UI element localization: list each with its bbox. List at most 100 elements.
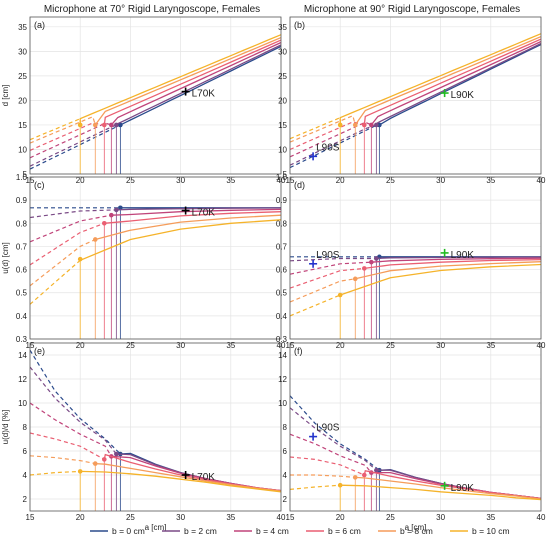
panel-label: (e) [34, 346, 45, 356]
series-line-dashed [290, 474, 356, 478]
series-line [111, 208, 281, 216]
series-line [95, 214, 281, 241]
y-tick-label: 20 [18, 96, 27, 105]
series-line [376, 256, 541, 260]
series-marker [92, 461, 98, 466]
y-tick-label: 14 [18, 351, 27, 360]
panel-f: 15 20 25 30 35 40 2 4 6 8 10 12 14 (f) a [cm] L90K L90S [278, 342, 546, 532]
series-marker [361, 122, 367, 128]
legend-label: b = 10 cm [472, 526, 510, 536]
y-tick-label: 25 [18, 72, 27, 81]
x-axis-label: a [cm] [405, 523, 427, 532]
series-marker [369, 122, 374, 128]
series-marker [77, 469, 83, 474]
series-line-dashed [290, 123, 380, 169]
series-line [355, 261, 541, 280]
x-tick-label: 20 [336, 513, 345, 522]
y-tick-label: 4 [283, 471, 288, 480]
annotation-label: L90S [316, 423, 340, 434]
series-line-dashed [290, 407, 377, 471]
series-line [340, 484, 541, 501]
y-tick-label: 25 [278, 72, 287, 81]
series-line [80, 470, 281, 493]
y-tick-label: 0.5 [16, 289, 28, 298]
y-tick-label: 15 [18, 121, 27, 130]
y-tick-label: 0.4 [16, 312, 28, 321]
series-marker [352, 276, 358, 282]
y-tick-label: 10 [18, 399, 27, 408]
series-marker [101, 220, 107, 226]
x-tick-label: 40 [277, 513, 286, 522]
x-tick-label: 40 [537, 513, 546, 522]
series-line-dashed [290, 278, 356, 303]
series-line-dashed [290, 124, 377, 166]
panel-frame [29, 176, 282, 340]
y-tick-label: 0.8 [276, 219, 288, 228]
x-axis-label: a [cm] [145, 523, 167, 532]
series-marker [109, 122, 114, 128]
series-line-dashed [30, 432, 105, 460]
y-tick-label: 6 [283, 447, 288, 456]
series-marker [374, 467, 379, 473]
series-marker [352, 475, 358, 480]
legend-label: b = 6 cm [328, 526, 361, 536]
x-tick-label: 20 [76, 513, 85, 522]
series-marker [374, 122, 379, 128]
series-marker [92, 237, 98, 242]
x-tick-label: 35 [226, 513, 235, 522]
series-line-dashed [290, 484, 341, 490]
series-marker [374, 256, 379, 261]
annotation-label: L90K [451, 483, 475, 494]
series-line [379, 43, 541, 126]
annotation-label: L70K [192, 208, 216, 219]
series-marker [369, 259, 374, 265]
x-tick-label: 25 [126, 513, 135, 522]
y-tick-label: 0.7 [16, 242, 28, 251]
series-line-dashed [290, 257, 377, 262]
legend: b = 0 cm b = 2 cm b = 4 cm b = 6 cm b = 8 cm… [90, 526, 510, 536]
series-marker [361, 472, 367, 478]
panel-label: (c) [34, 180, 45, 190]
series-marker [92, 122, 98, 128]
series-line [339, 263, 541, 296]
series-line-dashed [30, 122, 105, 151]
series-line [339, 33, 541, 125]
annotation-label: L90K [451, 250, 475, 261]
series-marker [352, 122, 358, 128]
series-line-dashed [30, 349, 121, 455]
series-line-dashed [30, 124, 117, 167]
series-line [110, 41, 281, 126]
series-line-dashed [30, 470, 81, 476]
y-tick-label: 0.9 [16, 196, 28, 205]
series-marker [114, 207, 119, 213]
series-line-dashed [290, 114, 356, 143]
series-marker [101, 457, 107, 462]
y-tick-label: 0.5 [276, 289, 288, 298]
annotation-label: L90K [451, 90, 475, 101]
y-tick-label: 0.6 [276, 266, 288, 275]
y-tick-label: 10 [278, 145, 287, 154]
series-line-dashed [290, 433, 372, 473]
series-marker [361, 266, 367, 271]
y-tick-label: 2 [283, 495, 288, 504]
series-line-dashed [290, 395, 380, 471]
series-line [95, 462, 281, 492]
series-marker [118, 122, 123, 128]
series-line-dashed [30, 117, 81, 141]
y-tick-label: 0.3 [16, 335, 28, 344]
x-tick-label: 15 [26, 513, 35, 522]
series-line [94, 37, 281, 126]
y-tick-label: 4 [23, 471, 28, 480]
series-line-dashed [290, 261, 372, 275]
y-tick-label: 10 [18, 145, 27, 154]
series-line [116, 207, 281, 211]
panel-label: (a) [34, 20, 45, 30]
series-line-dashed [30, 115, 96, 144]
legend-label: b = 0 cm [112, 526, 145, 536]
series-line-dashed [290, 456, 365, 476]
series-marker [77, 122, 83, 128]
y-tick-label: 0.7 [276, 242, 288, 251]
series-line [370, 40, 541, 126]
